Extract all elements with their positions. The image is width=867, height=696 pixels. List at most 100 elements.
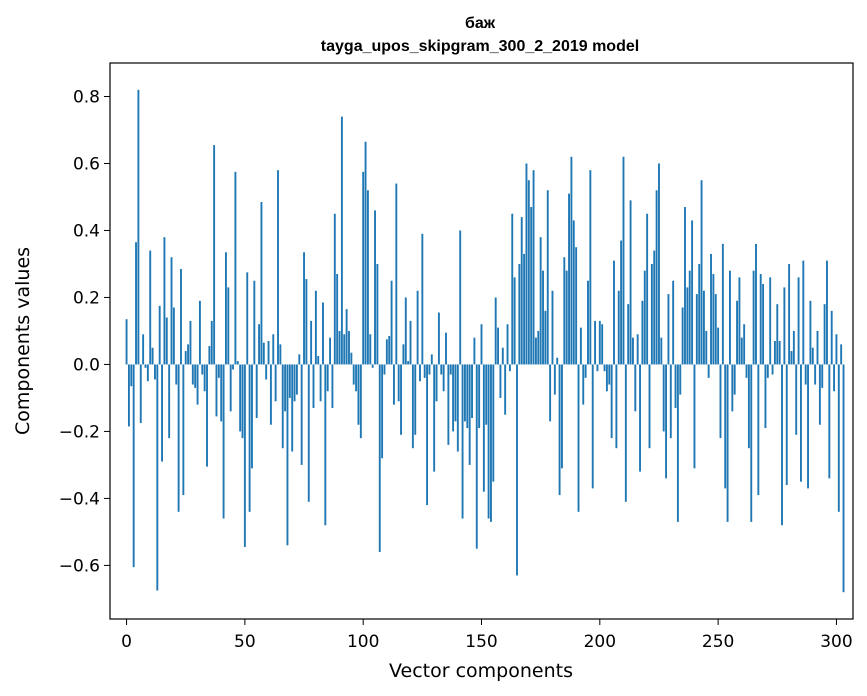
- chart-title: баж: [465, 15, 496, 32]
- bar: [750, 364, 753, 522]
- bar: [781, 364, 783, 526]
- bar: [840, 344, 843, 365]
- bar: [295, 364, 298, 395]
- bar: [490, 364, 492, 522]
- bar: [818, 364, 821, 425]
- bar: [795, 364, 798, 435]
- bar: [802, 260, 805, 365]
- bar: [459, 230, 462, 365]
- bar: [426, 364, 429, 506]
- bar: [733, 364, 736, 395]
- bar: [731, 364, 734, 412]
- bar: [504, 364, 507, 415]
- bar: [783, 287, 786, 365]
- bar: [485, 364, 488, 425]
- bar: [755, 243, 757, 365]
- bar: [766, 364, 769, 378]
- bar: [409, 320, 412, 365]
- bar: [371, 364, 374, 368]
- bar: [241, 364, 244, 439]
- bar: [577, 364, 580, 512]
- bar: [423, 364, 426, 378]
- bar: [769, 277, 772, 365]
- bar: [646, 213, 649, 365]
- x-axis: 0 50 100 150 200 250 300: [121, 619, 853, 652]
- bar: [639, 364, 641, 472]
- bar: [575, 247, 578, 365]
- bar: [828, 364, 831, 479]
- bar: [144, 364, 147, 368]
- bar: [348, 330, 350, 365]
- bar: [397, 364, 400, 402]
- bar: [165, 317, 168, 365]
- bar: [253, 280, 256, 365]
- bar: [272, 334, 275, 365]
- bar: [584, 364, 587, 378]
- bar: [613, 260, 615, 365]
- bar: [175, 364, 178, 385]
- bar: [497, 327, 500, 365]
- bar: [518, 263, 521, 365]
- bar: [461, 364, 464, 519]
- bar: [158, 305, 161, 365]
- bar: [662, 364, 665, 432]
- bar: [466, 364, 469, 429]
- bar: [279, 344, 282, 365]
- bar: [629, 200, 632, 365]
- bar: [419, 364, 421, 382]
- bar: [478, 364, 481, 429]
- y-axis: 0.8 0.6 0.4 0.2 0.0 −0.2 −0.4 −0.6: [59, 87, 110, 576]
- bar: [262, 342, 265, 365]
- bar: [773, 341, 776, 365]
- bar: [362, 171, 365, 365]
- bar: [258, 324, 261, 365]
- bar: [695, 294, 698, 365]
- bar: [177, 364, 180, 512]
- bar: [172, 307, 175, 365]
- bar: [589, 170, 592, 365]
- bar: [298, 354, 301, 365]
- bar: [281, 364, 284, 449]
- bar: [452, 364, 455, 432]
- bar: [180, 268, 182, 365]
- y-tick-label: 0.4: [73, 221, 100, 241]
- bar: [333, 213, 336, 365]
- bar: [222, 364, 225, 519]
- bar: [201, 364, 204, 375]
- x-tick-label: 200: [584, 632, 616, 652]
- bar: [807, 364, 809, 489]
- bar: [369, 334, 372, 365]
- bar: [688, 270, 691, 365]
- bar: [381, 364, 384, 459]
- bar: [203, 364, 206, 392]
- bar: [672, 280, 675, 365]
- bar: [447, 364, 450, 445]
- bar: [608, 364, 611, 385]
- bar: [471, 364, 473, 419]
- bar: [151, 347, 154, 365]
- bar: [303, 252, 305, 365]
- bar: [641, 300, 644, 365]
- bar: [139, 364, 142, 424]
- bar: [215, 364, 218, 417]
- bar: [835, 334, 838, 365]
- bar: [669, 364, 672, 439]
- bar: [206, 364, 208, 467]
- bar: [326, 364, 329, 392]
- bar: [473, 337, 476, 365]
- bar: [293, 364, 296, 402]
- bar: [544, 310, 547, 365]
- bar: [563, 257, 566, 365]
- bar: [319, 364, 322, 402]
- bar: [627, 304, 630, 365]
- bar: [364, 141, 367, 365]
- bar: [300, 364, 303, 465]
- bar: [631, 337, 634, 365]
- bar: [653, 250, 656, 365]
- bar: [615, 364, 618, 449]
- bar: [338, 330, 341, 365]
- bar: [411, 364, 414, 449]
- bar: [314, 290, 317, 365]
- bar: [729, 270, 731, 365]
- bar: [771, 364, 774, 375]
